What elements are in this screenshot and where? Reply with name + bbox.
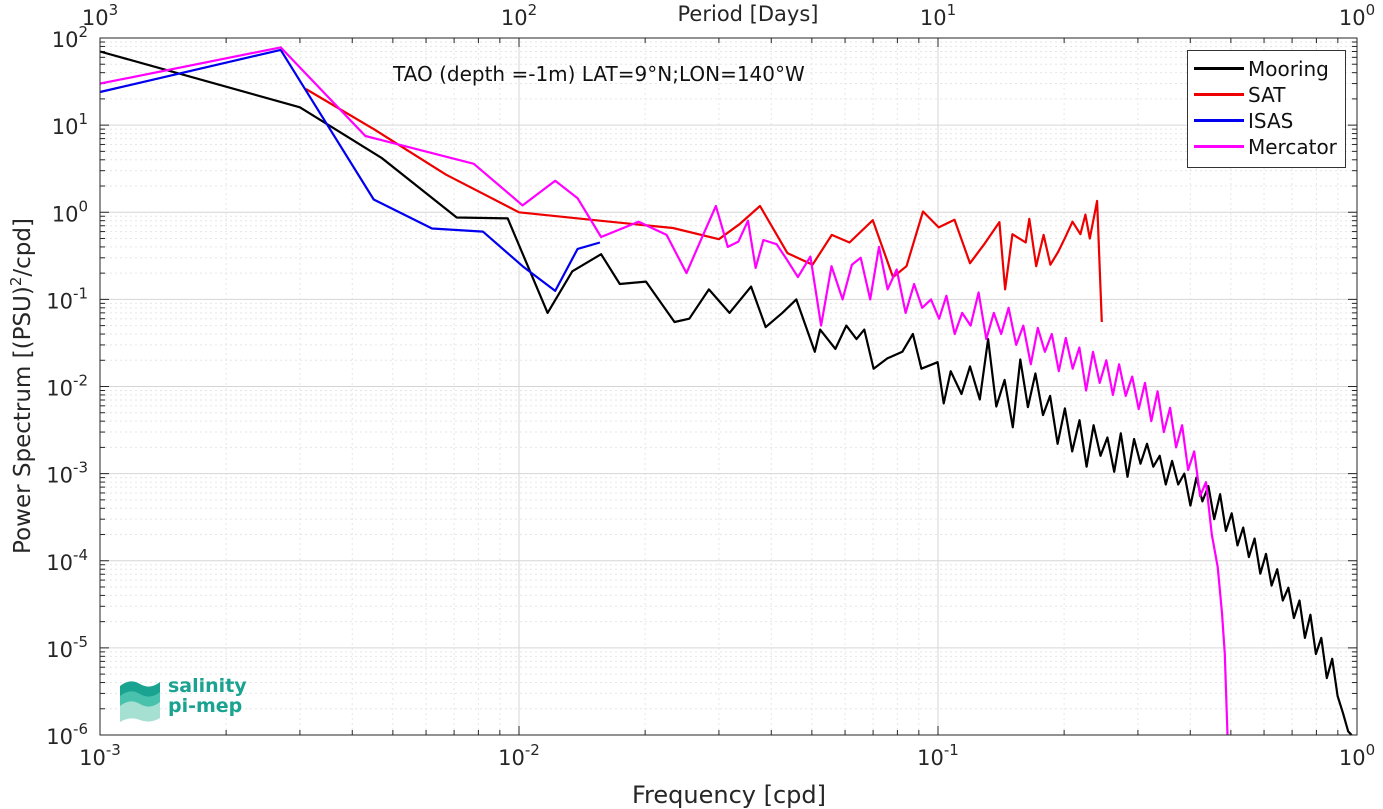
legend-swatch-mooring xyxy=(1194,67,1244,70)
y-tick-label: 10-5 xyxy=(46,633,88,662)
legend-item-isas: ISAS xyxy=(1188,107,1345,133)
legend-swatch-isas xyxy=(1194,119,1244,122)
legend-item-sat: SAT xyxy=(1188,81,1345,107)
tick-marks xyxy=(99,38,1357,736)
series-line-sat xyxy=(305,88,1103,323)
y-axis-label-sup: 2 xyxy=(7,277,25,287)
legend-label-sat: SAT xyxy=(1248,83,1286,107)
grid xyxy=(100,38,1357,735)
y-tick-label: 10-1 xyxy=(46,284,88,313)
x-tick-label: 100 xyxy=(1339,741,1375,770)
top-tick-label: 101 xyxy=(920,1,956,30)
legend-swatch-mercator xyxy=(1194,145,1244,148)
chart-title: TAO (depth =-1m) LAT=9°N;LON=140°W xyxy=(392,62,805,86)
series-line-mooring xyxy=(99,50,1353,736)
top-tick-label: 100 xyxy=(1339,1,1375,30)
logo-text-pimep: pi-mep xyxy=(168,695,243,717)
y-tick-label: 10-3 xyxy=(46,459,88,488)
legend: Mooring SAT ISAS Mercator xyxy=(1187,50,1346,168)
y-tick-label: 10-6 xyxy=(46,720,88,749)
top-axis-label: Period [Days] xyxy=(678,2,819,26)
legend-label-mercator: Mercator xyxy=(1248,135,1337,159)
x-tick-label: 10-1 xyxy=(917,741,959,770)
legend-label-mooring: Mooring xyxy=(1248,57,1329,81)
x-tick-label: 10-2 xyxy=(498,741,540,770)
x-tick-label: 10-3 xyxy=(79,741,121,770)
salinity-pimep-logo: salinity pi-mep xyxy=(118,674,248,724)
logo-waves-icon xyxy=(120,681,160,722)
series-line-mercator xyxy=(99,46,1229,736)
legend-swatch-sat xyxy=(1194,93,1244,96)
y-axis-label-tail: /cpd] xyxy=(10,218,36,277)
y-tick-label: 10-4 xyxy=(46,546,88,575)
y-axis-label-main: Power Spectrum [(PSU) xyxy=(10,286,36,554)
series-lines xyxy=(99,46,1353,736)
legend-item-mercator: Mercator xyxy=(1188,133,1345,159)
top-tick-label: 103 xyxy=(82,1,118,30)
y-axis-label: Power Spectrum [(PSU)2/cpd] xyxy=(7,218,36,554)
series-line-isas xyxy=(99,48,601,292)
legend-item-mooring: Mooring xyxy=(1188,55,1345,81)
y-tick-label: 102 xyxy=(52,23,88,52)
y-tick-label: 101 xyxy=(52,110,88,139)
top-tick-label: 102 xyxy=(501,1,537,30)
y-tick-label: 10-2 xyxy=(46,372,88,401)
legend-label-isas: ISAS xyxy=(1248,109,1294,133)
y-tick-label: 100 xyxy=(52,197,88,226)
plot-frame xyxy=(99,37,1358,736)
x-axis-label: Frequency [cpd] xyxy=(632,781,826,809)
logo-text-salinity: salinity xyxy=(168,675,247,697)
